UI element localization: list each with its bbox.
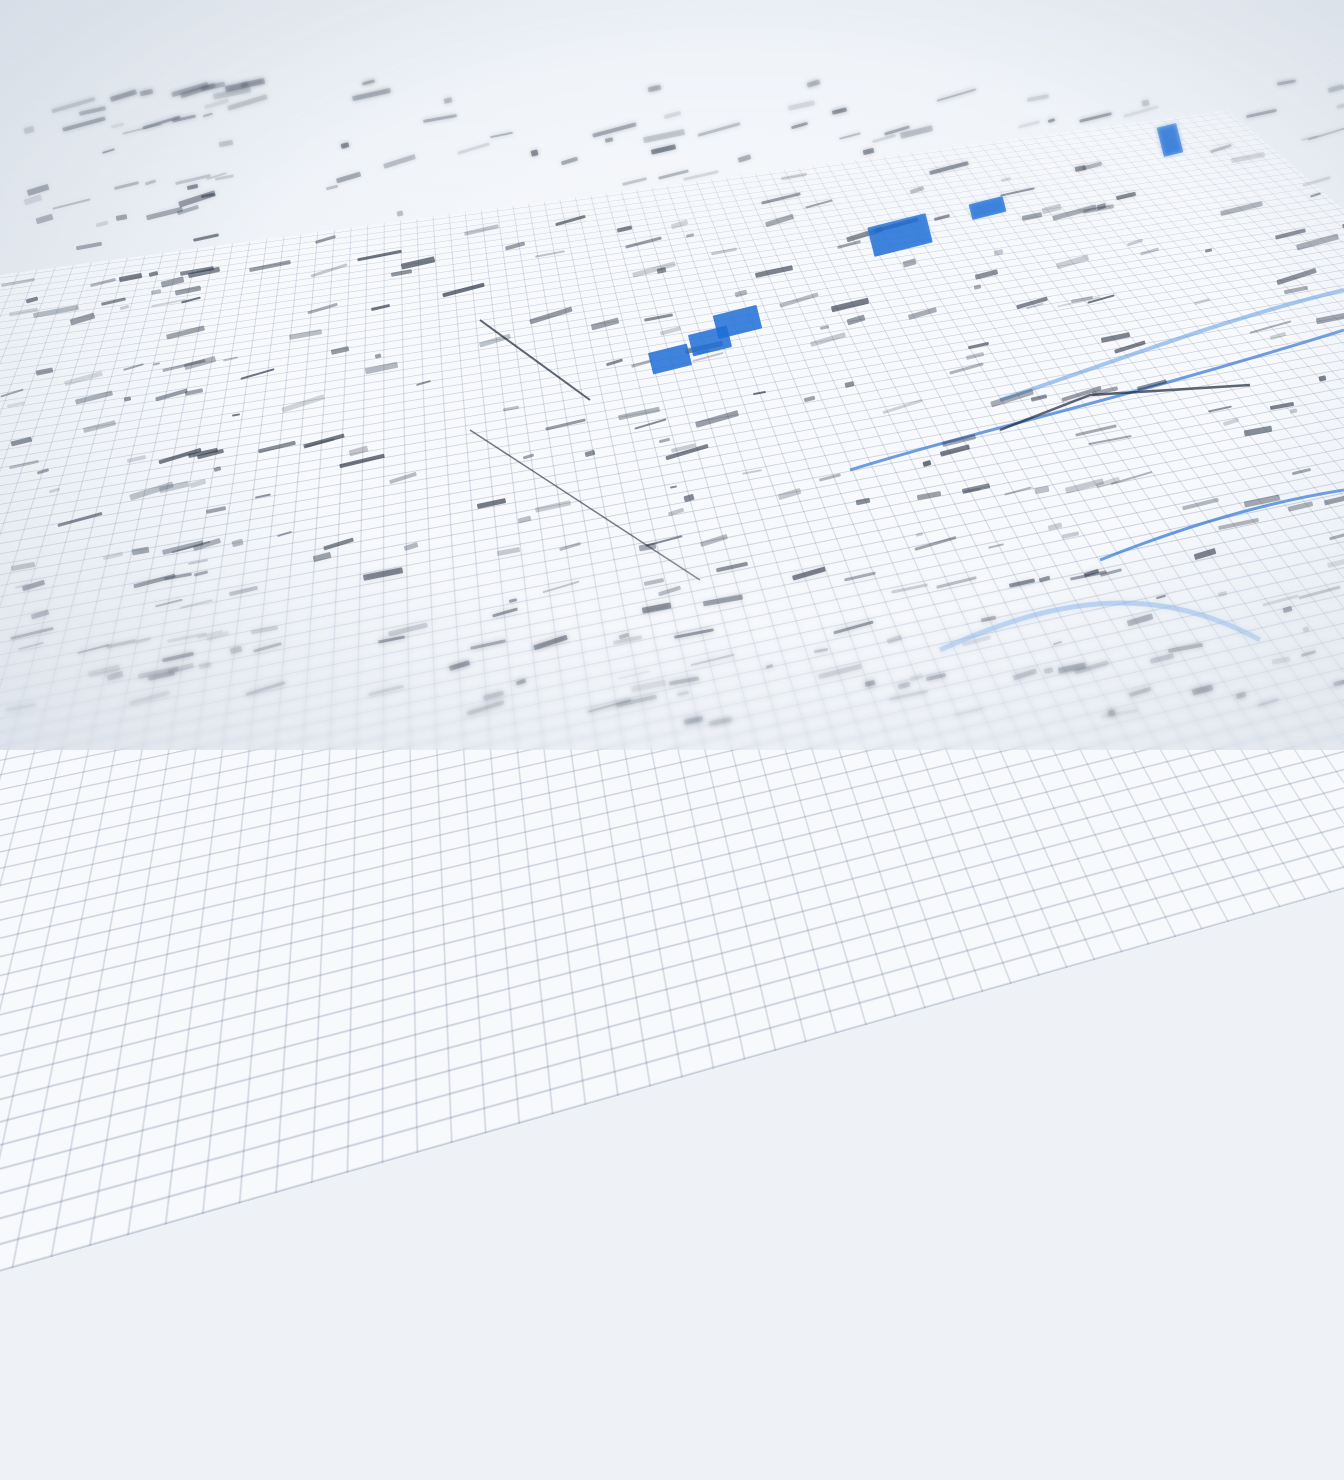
ink-line xyxy=(999,383,1251,432)
ink-line xyxy=(479,319,591,401)
depth-blur-bottom xyxy=(0,530,1344,750)
depth-blur-top xyxy=(0,0,1344,260)
blue-line xyxy=(849,328,1344,472)
